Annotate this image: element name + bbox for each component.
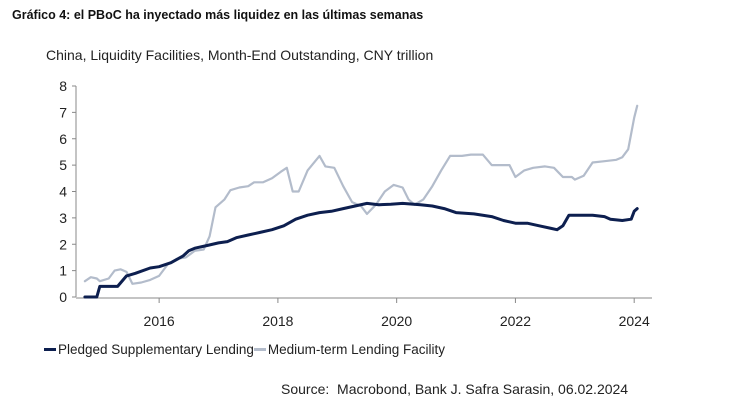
x-tick-label: 2020 <box>381 313 412 329</box>
legend-swatch-mlf <box>253 348 266 351</box>
y-tick-label: 5 <box>59 157 67 173</box>
y-tick-label: 6 <box>59 131 67 147</box>
y-tick-label: 7 <box>59 104 67 120</box>
chart-legend: Pledged Supplementary Lending Medium-ter… <box>44 342 445 357</box>
source-note: Source: Macrobond, Bank J. Safra Sarasin… <box>281 381 629 397</box>
x-tick-label: 2024 <box>619 313 650 329</box>
y-tick-label: 2 <box>59 236 67 252</box>
y-tick-label: 4 <box>59 184 67 200</box>
x-axis: 2016 2018 2020 2022 2024 <box>76 297 652 329</box>
x-tick-label: 2016 <box>144 313 175 329</box>
y-tick-label: 0 <box>59 289 67 305</box>
y-tick-label: 1 <box>59 263 67 279</box>
series-lines <box>83 104 639 299</box>
y-tick-label: 3 <box>59 210 67 226</box>
y-axis: 0 1 2 3 4 5 6 7 8 <box>59 78 77 305</box>
y-tick-label: 8 <box>59 78 67 94</box>
series-line-mlf <box>83 104 639 285</box>
series-line-pledged <box>83 201 639 299</box>
legend-label-pledged: Pledged Supplementary Lending <box>58 342 254 357</box>
figure-caption: Gráfico 4: el PBoC ha inyectado más liqu… <box>12 8 424 22</box>
x-tick-label: 2018 <box>262 313 293 329</box>
legend-item-mlf: Medium-term Lending Facility <box>253 342 445 357</box>
chart-title: China, Liquidity Facilities, Month-End O… <box>46 47 434 63</box>
x-tick-label: 2022 <box>500 313 531 329</box>
legend-label-mlf: Medium-term Lending Facility <box>267 342 445 357</box>
legend-swatch-pledged <box>44 348 56 351</box>
legend-item-pledged: Pledged Supplementary Lending <box>44 342 254 357</box>
